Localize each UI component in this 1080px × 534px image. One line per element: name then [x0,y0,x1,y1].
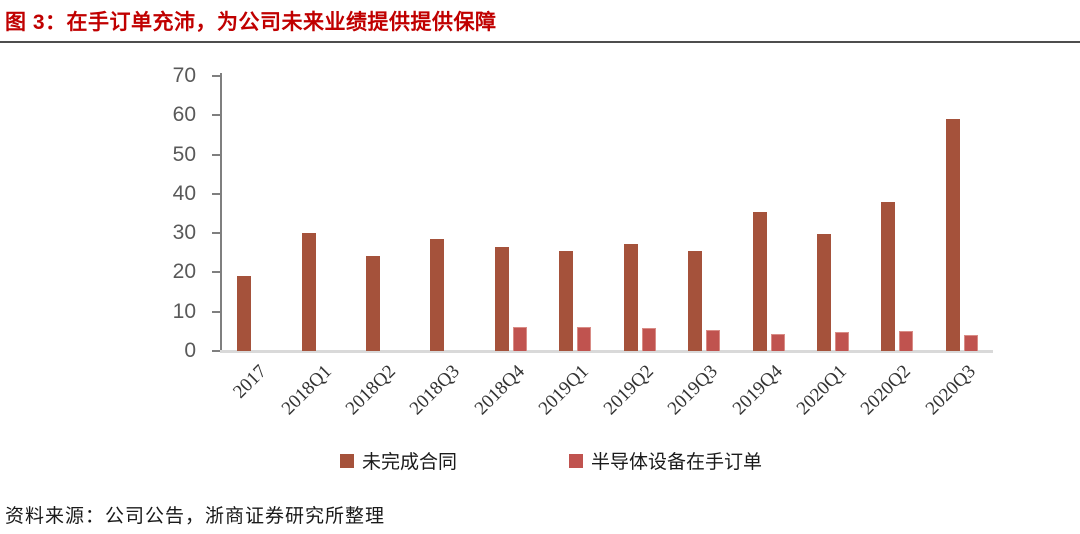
bar [963,334,978,351]
bar [706,329,721,351]
y-axis-tick [212,350,220,352]
y-axis-tick [212,232,220,235]
order-backlog-bar-chart: 0 10 20 30 40 50 60 70 2017 2018Q1 2018Q2 2018Q3 201… [0,44,1080,484]
bar [366,255,381,351]
y-axis-line [220,73,222,352]
y-axis-tick [212,75,220,77]
bar [623,244,638,351]
y-axis-label: 0 [184,339,196,362]
x-axis-baseline [220,350,993,353]
bar [881,201,896,351]
legend-item: 未完成合同 [340,447,457,474]
y-axis-tick [212,153,220,156]
y-axis-label: 60 [172,103,196,127]
bar [577,327,592,351]
bar [494,246,509,351]
bar [688,250,703,351]
y-axis-label: 30 [172,221,196,245]
bar [301,233,316,351]
bar [237,276,252,351]
y-axis-label: 10 [172,299,196,323]
bar [430,238,445,351]
bar [899,331,914,351]
title-divider [0,41,1080,43]
x-axis-label: 2020Q3 [921,361,980,420]
legend-label: 半导体设备在手订单 [591,452,763,473]
y-axis-label: 50 [172,142,196,166]
bar [641,328,656,351]
bar [770,333,785,351]
legend-item: 半导体设备在手订单 [569,447,762,474]
bar [752,211,767,351]
legend-marker-swatch [569,453,584,468]
y-axis-tick [212,192,220,195]
bar [945,119,960,351]
y-axis-label: 70 [172,64,196,87]
y-axis-label: 20 [172,260,196,284]
y-axis-tick [212,271,220,274]
bar [834,332,849,351]
legend-label: 未完成合同 [362,452,458,473]
legend-marker-swatch [340,453,354,468]
bar [559,250,574,351]
chart-legend: 未完成合同 半导体设备在手订单 [340,447,762,474]
y-axis-tick [212,114,220,117]
y-axis-tick [212,310,220,313]
y-axis-label: 40 [172,181,196,205]
bar [816,233,831,351]
source-note: 资料来源：公司公告，浙商证券研究所整理 [5,506,386,527]
x-axis-label: 2017 [229,361,272,403]
figure-title: 图 3：在手订单充沛，为公司未来业绩提供提供保障 [5,11,497,34]
bar [512,327,527,351]
